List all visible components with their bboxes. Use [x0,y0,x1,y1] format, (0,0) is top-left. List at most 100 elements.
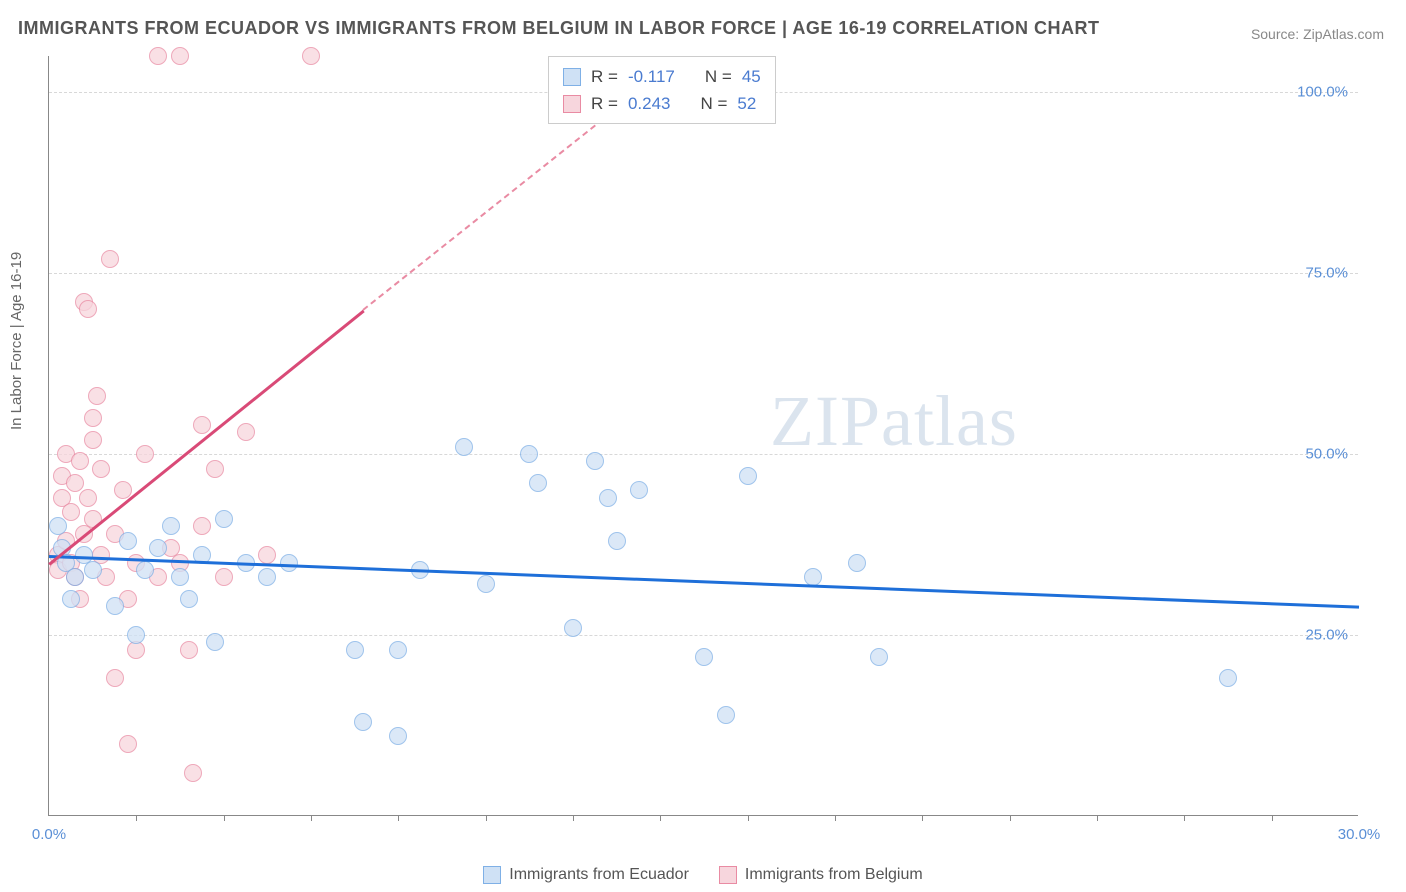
data-point [184,764,202,782]
data-point [1219,669,1237,687]
legend-series-item: Immigrants from Belgium [719,866,923,884]
data-point [346,641,364,659]
data-point [564,619,582,637]
data-point [717,706,735,724]
data-point [149,47,167,65]
y-tick-label: 100.0% [1297,84,1348,101]
source-link[interactable]: ZipAtlas.com [1303,26,1384,42]
x-minor-tick [136,815,137,821]
data-point [119,532,137,550]
data-point [848,554,866,572]
legend-swatch [563,68,581,86]
x-minor-tick [922,815,923,821]
data-point [630,481,648,499]
x-minor-tick [573,815,574,821]
legend-series: Immigrants from Ecuador Immigrants from B… [0,866,1406,884]
data-point [258,568,276,586]
x-minor-tick [486,815,487,821]
x-tick-label: 30.0% [1338,826,1381,843]
y-axis-label: In Labor Force | Age 16-19 [8,252,25,430]
data-point [354,713,372,731]
data-point [92,460,110,478]
data-point [258,546,276,564]
data-point [608,532,626,550]
data-point [599,489,617,507]
data-point [215,510,233,528]
x-minor-tick [1184,815,1185,821]
x-minor-tick [1010,815,1011,821]
legend-swatch [719,866,737,884]
data-point [149,539,167,557]
x-minor-tick [224,815,225,821]
source-attribution: Source: ZipAtlas.com [1251,26,1384,42]
data-point [455,438,473,456]
data-point [79,489,97,507]
data-point [84,561,102,579]
n-label: N = [705,63,732,90]
chart-title: IMMIGRANTS FROM ECUADOR VS IMMIGRANTS FR… [18,18,1100,39]
x-minor-tick [1097,815,1098,821]
data-point [215,568,233,586]
n-label: N = [700,90,727,117]
n-value: 45 [742,63,761,90]
y-tick-label: 50.0% [1305,446,1348,463]
x-minor-tick [748,815,749,821]
data-point [49,517,67,535]
plot-area: 25.0%50.0%75.0%100.0%0.0%30.0% [48,56,1358,816]
data-point [62,590,80,608]
data-point [171,568,189,586]
gridline [49,273,1358,274]
x-minor-tick [1272,815,1273,821]
data-point [66,474,84,492]
x-tick-label: 0.0% [32,826,66,843]
data-point [237,423,255,441]
data-point [84,431,102,449]
r-value: -0.117 [628,63,675,90]
data-point [180,641,198,659]
data-point [206,633,224,651]
trend-line [49,555,1359,608]
legend-correlation-row: R = -0.117 N = 45 [563,63,761,90]
data-point [389,641,407,659]
legend-swatch [483,866,501,884]
gridline [49,635,1358,636]
data-point [66,568,84,586]
r-value: 0.243 [628,90,671,117]
data-point [477,575,495,593]
legend-correlation-row: R = 0.243 N = 52 [563,90,761,117]
data-point [84,409,102,427]
data-point [127,626,145,644]
data-point [136,445,154,463]
data-point [79,300,97,318]
data-point [520,445,538,463]
x-minor-tick [311,815,312,821]
data-point [106,669,124,687]
y-tick-label: 25.0% [1305,627,1348,644]
data-point [106,597,124,615]
x-minor-tick [398,815,399,821]
legend-series-item: Immigrants from Ecuador [483,866,689,884]
data-point [162,517,180,535]
r-label: R = [591,63,618,90]
data-point [136,561,154,579]
data-point [695,648,713,666]
legend-correlation-box: R =-0.117N =45R =0.243N =52 [548,56,776,124]
legend-series-label: Immigrants from Ecuador [509,866,689,884]
data-point [180,590,198,608]
data-point [88,387,106,405]
data-point [739,467,757,485]
legend-series-label: Immigrants from Belgium [745,866,923,884]
data-point [193,416,211,434]
n-value: 52 [737,90,756,117]
x-minor-tick [835,815,836,821]
data-point [870,648,888,666]
data-point [62,503,80,521]
x-minor-tick [660,815,661,821]
data-point [193,517,211,535]
data-point [389,727,407,745]
data-point [101,250,119,268]
data-point [171,47,189,65]
y-tick-label: 75.0% [1305,265,1348,282]
legend-swatch [563,95,581,113]
r-label: R = [591,90,618,117]
